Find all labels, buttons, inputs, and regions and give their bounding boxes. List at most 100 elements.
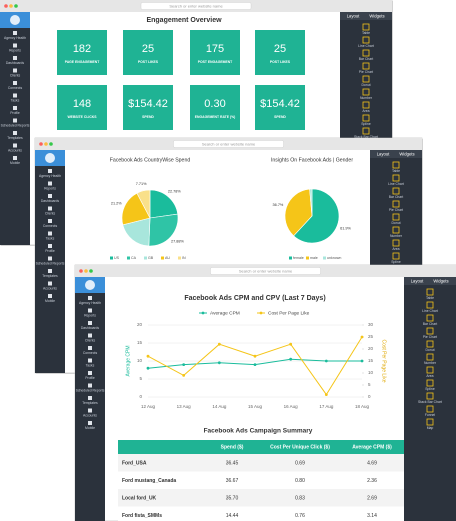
widget-label[interactable]: Pie Chart	[389, 208, 403, 212]
panel-tab[interactable]: Widgets	[399, 151, 414, 156]
widget-label[interactable]: Spline	[361, 122, 371, 126]
sidebar-icon[interactable]	[13, 68, 17, 73]
sidebar-label[interactable]: Dashboards	[81, 326, 100, 330]
sidebar-icon[interactable]	[13, 106, 17, 110]
sidebar-label[interactable]: Agency Health	[39, 174, 61, 178]
sidebar-icon[interactable]	[48, 256, 52, 261]
panel-tab[interactable]: Widgets	[433, 278, 448, 283]
sidebar-icon[interactable]	[88, 308, 92, 313]
address-bar[interactable]	[173, 140, 284, 148]
widget-icon[interactable]	[392, 226, 400, 234]
panel-tab[interactable]: Layout	[411, 278, 424, 283]
sidebar-label[interactable]: Reports	[44, 186, 56, 190]
sidebar-icon[interactable]	[48, 206, 52, 211]
widget-label[interactable]: Stack Bar Chart	[418, 400, 442, 404]
panel-tab[interactable]: Widgets	[369, 13, 384, 18]
sidebar-label[interactable]: Profile	[10, 111, 20, 115]
sidebar-label[interactable]: Templates	[42, 274, 58, 278]
widget-label[interactable]: Area	[426, 374, 433, 378]
sidebar-label[interactable]: Dashboards	[41, 199, 60, 203]
widget-icon[interactable]	[426, 392, 434, 400]
widget-label[interactable]: Table	[392, 169, 400, 173]
sidebar-icon[interactable]	[48, 244, 52, 248]
widget-icon[interactable]	[362, 62, 370, 70]
legend-label[interactable]: Average CPM	[210, 310, 240, 316]
sidebar-label[interactable]: Connects	[8, 86, 23, 90]
widget-label[interactable]: Number	[390, 234, 403, 238]
sidebar-icon[interactable]	[48, 181, 52, 186]
widget-icon[interactable]	[392, 187, 400, 195]
widget-label[interactable]: Table	[362, 31, 370, 35]
widget-icon[interactable]	[392, 161, 400, 169]
sidebar-label[interactable]: Clients	[45, 211, 56, 215]
window-button[interactable]	[44, 142, 48, 146]
sidebar-icon[interactable]	[88, 333, 92, 338]
widget-icon[interactable]	[426, 405, 434, 413]
widget-label[interactable]: Bar Chart	[423, 322, 438, 326]
widget-label[interactable]: Table	[426, 296, 434, 300]
widget-icon[interactable]	[426, 366, 434, 374]
sidebar-icon[interactable]	[48, 169, 52, 173]
sidebar-label[interactable]: Clients	[85, 338, 96, 342]
widget-icon[interactable]	[392, 213, 400, 221]
sidebar-label[interactable]: Scheduled Reports	[76, 388, 105, 392]
sidebar-label[interactable]: Profile	[85, 376, 95, 380]
widget-icon[interactable]	[392, 174, 400, 182]
widget-label[interactable]: Donut	[361, 83, 370, 87]
widget-icon[interactable]	[426, 379, 434, 387]
sidebar-icon[interactable]	[88, 383, 92, 388]
sidebar-label[interactable]: Accounts	[83, 413, 97, 417]
sidebar-label[interactable]: Reports	[9, 48, 21, 52]
window-button[interactable]	[79, 269, 83, 273]
widget-icon[interactable]	[362, 36, 370, 44]
window-button[interactable]	[4, 4, 8, 8]
sidebar-label[interactable]: Tasks	[11, 98, 20, 102]
window-button[interactable]	[89, 269, 93, 273]
panel-tab[interactable]: Layout	[377, 151, 390, 156]
widget-label[interactable]: Area	[392, 247, 399, 251]
address-bar[interactable]	[140, 2, 252, 10]
sidebar-icon[interactable]	[13, 131, 17, 135]
widget-icon[interactable]	[426, 340, 434, 348]
sidebar-label[interactable]: Agency Health	[4, 36, 26, 40]
window-button[interactable]	[84, 269, 88, 273]
sidebar-icon[interactable]	[13, 156, 17, 160]
window-button[interactable]	[14, 4, 18, 8]
panel-tab[interactable]: Layout	[347, 13, 360, 18]
sidebar-icon[interactable]	[48, 294, 52, 298]
window-button[interactable]	[49, 142, 53, 146]
widget-icon[interactable]	[392, 200, 400, 208]
legend-label[interactable]: Cost Per Page Like	[268, 310, 310, 316]
sidebar-icon[interactable]	[88, 421, 92, 425]
widget-icon[interactable]	[426, 314, 434, 322]
sidebar-label[interactable]: Mobile	[45, 299, 55, 303]
sidebar-label[interactable]: Tasks	[46, 236, 55, 240]
widget-icon[interactable]	[392, 239, 400, 247]
window-button[interactable]	[9, 4, 13, 8]
widget-label[interactable]: Map	[427, 426, 434, 430]
sidebar-label[interactable]: Templates	[82, 401, 98, 405]
sidebar-icon[interactable]	[13, 118, 17, 123]
widget-label[interactable]: Pie Chart	[423, 335, 437, 339]
sidebar-icon[interactable]	[88, 321, 92, 325]
sidebar-icon[interactable]	[88, 358, 92, 363]
widget-icon[interactable]	[392, 252, 400, 260]
sidebar-label[interactable]: Connects	[43, 224, 58, 228]
sidebar-label[interactable]: Profile	[45, 249, 55, 253]
widget-icon[interactable]	[362, 49, 370, 57]
sidebar-label[interactable]: Scheduled Reports	[1, 123, 30, 127]
widget-label[interactable]: Bar Chart	[359, 57, 374, 61]
widget-label[interactable]: Stack Bar Chart	[354, 135, 378, 139]
widget-label[interactable]: Line Chart	[422, 309, 438, 313]
sidebar-label[interactable]: Mobile	[85, 426, 95, 430]
widget-icon[interactable]	[426, 301, 434, 309]
sidebar-label[interactable]: Accounts	[43, 286, 57, 290]
sidebar-icon[interactable]	[13, 143, 17, 148]
widget-label[interactable]: Spline	[391, 260, 401, 264]
sidebar-icon[interactable]	[88, 408, 92, 413]
widget-label[interactable]: Funnel	[425, 413, 436, 417]
sidebar-icon[interactable]	[13, 81, 17, 85]
sidebar-icon[interactable]	[48, 219, 52, 223]
sidebar-label[interactable]: Agency Health	[79, 301, 101, 305]
sidebar-label[interactable]: Reports	[84, 313, 96, 317]
